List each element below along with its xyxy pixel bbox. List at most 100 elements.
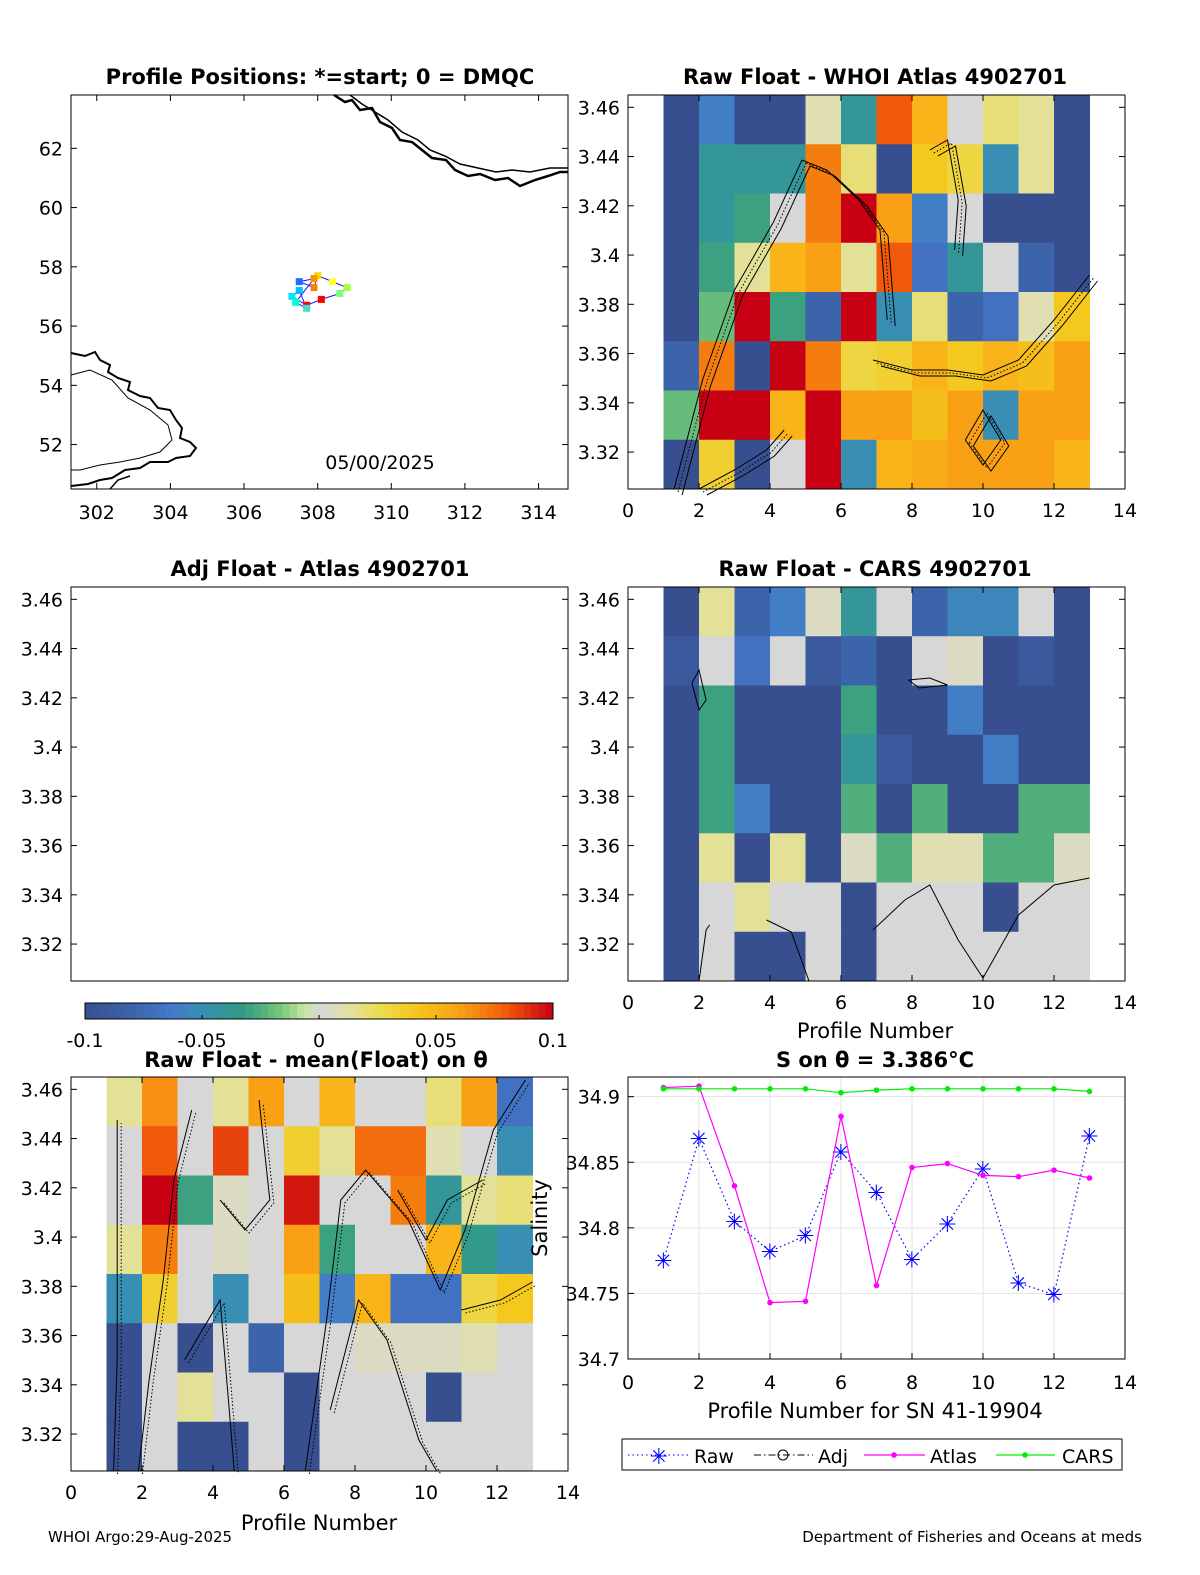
y-tick-label: 3.34 [21,1375,63,1397]
axes-frame [627,94,1126,490]
heat-cell [876,144,913,194]
heat-cell [284,1077,320,1127]
heat-cell [876,734,913,785]
heat-cell [177,1175,214,1226]
heat-cell [734,685,771,736]
legend-raw-marker: ✳ [650,1445,668,1470]
colorbar-segment [245,1003,254,1019]
x-tick-label: 14 [1113,500,1137,522]
contour-line [113,1120,118,1472]
heat-cell [355,1126,391,1176]
heat-cell [1018,734,1055,785]
x-tick-label: 6 [278,1482,290,1504]
heat-cell [461,1175,498,1226]
heat-cell [734,292,771,342]
heat-cell [663,882,700,933]
heat-cell [841,95,877,145]
heat-cell [248,1323,285,1373]
map-ticks: 302 304 306 308 310 312 314 52 54 56 58 60 62 [39,95,568,524]
colorbar-segment [545,1003,554,1019]
heat-cell [1054,193,1090,244]
heat-cell [983,636,1019,686]
axes-frame [627,586,1126,982]
colorbar-segment [428,1003,437,1019]
x-tick-label: 6 [835,1372,847,1394]
plot-background [71,587,568,981]
heat-cell [355,1077,391,1127]
heat-cell [1018,685,1055,736]
data-point-raw: ✳ [654,1250,672,1275]
x-tick-label: 8 [906,992,918,1014]
heat-cell [213,1274,249,1324]
colorbar-segment [114,1003,123,1019]
y-tick-label: 3.36 [21,1326,63,1348]
y-tick-label: 3.4 [590,245,620,267]
heat-cell [734,636,771,686]
heat-cell [248,1077,285,1127]
colorbar-segment [311,1003,320,1019]
heat-cell [912,734,948,785]
x-tick-label: 308 [300,502,336,524]
legend-adj-marker [777,1449,789,1461]
y-tick-label: 3.34 [578,393,620,415]
heat-cell [947,931,984,982]
x-tick-label: 0 [622,1372,634,1394]
colorbar-segment [457,1003,466,1019]
colorbar-segment [421,1003,430,1019]
heat-cell [699,242,735,293]
data-point-raw: ✳ [1045,1284,1063,1309]
data-point-atlas [909,1164,915,1171]
y-tick-label: 3.46 [578,589,620,611]
heat-cell [284,1175,320,1226]
data-point-raw: ✳ [1080,1125,1098,1150]
axes-frame [627,1076,1126,1360]
contour-line-dotted [401,1182,488,1245]
heat-cell [248,1421,285,1472]
x-tick-label: 8 [906,500,918,522]
contour-line [880,280,1098,382]
data-point-cars [909,1086,915,1092]
heat-cell [213,1323,249,1373]
heat-cell [912,587,948,637]
heat-cell [983,833,1019,883]
axes-frame [70,586,569,982]
heat-cell [699,882,735,933]
contour-line-dotted [677,162,807,493]
y-tick-label: 3.4 [590,737,620,759]
colorbar-segment [340,1003,349,1019]
heat-cell [947,439,984,490]
x-tick-label: 314 [520,502,556,524]
colorbar-segment [231,1003,240,1019]
y-tick-label: 3.44 [21,639,63,661]
heat-cell [770,390,806,441]
contour-line [972,415,1010,472]
data-point-atlas [1015,1173,1022,1180]
series-line-raw [662,1135,1091,1296]
map-axes [70,94,569,490]
heat-cell [1054,833,1090,883]
colorbar-segment [202,1003,210,1019]
heat-cell [699,390,735,441]
heat-cell [805,193,842,244]
contour-line-dotted [933,142,963,254]
heat-cell [841,833,877,883]
contour-line [691,668,707,712]
colorbar-segment [523,1003,532,1019]
heat-cell [699,636,735,686]
heat-cell [876,95,913,145]
colorbar: -0.1 -0.05 0 0.05 0.1 [66,1002,568,1052]
heat-cell [770,341,806,391]
labrador-coastline [70,369,173,471]
heat-cell [912,242,948,293]
y-tick-label: 3.46 [578,97,620,119]
colorbar-segment [384,1003,393,1019]
x-tick-label: 4 [764,500,776,522]
y-tick-label: 3.38 [21,786,63,808]
heat-cell [805,587,842,637]
heat-cell [461,1421,498,1472]
colorbar-segment [85,1003,93,1019]
data-point-raw: ✳ [1009,1272,1027,1297]
data-point-cars [1086,1088,1093,1095]
x-tick-label: 10 [971,500,995,522]
data-point-cars [1051,1086,1057,1092]
